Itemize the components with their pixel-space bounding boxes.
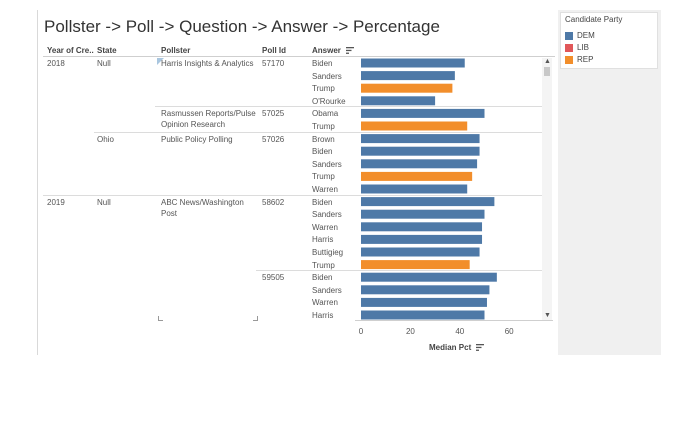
answer-label[interactable]: Warren: [312, 298, 338, 308]
state-label[interactable]: Null: [97, 197, 111, 207]
scrollbar-thumb[interactable]: [544, 67, 550, 76]
answer-label[interactable]: Harris: [312, 311, 334, 320]
bar-dem[interactable]: [361, 184, 468, 194]
answer-label[interactable]: Warren: [312, 222, 338, 232]
answer-label[interactable]: Biden: [312, 273, 333, 283]
answer-label[interactable]: Sanders: [312, 71, 342, 81]
legend-swatch-rep: [565, 55, 573, 64]
pollster-label[interactable]: ABC News/Washington Post: [161, 197, 244, 218]
legend-swatch-lib: [565, 43, 573, 52]
year-label[interactable]: 2018: [47, 59, 65, 68]
poll-id-label[interactable]: 59505: [262, 273, 285, 283]
bar-dem[interactable]: [361, 297, 487, 307]
x-tick-label: 60: [504, 327, 514, 336]
answer-label[interactable]: Sanders: [312, 210, 342, 220]
bar-dem[interactable]: [361, 197, 495, 207]
header-divider: [43, 56, 555, 57]
state-label[interactable]: Null: [97, 59, 111, 68]
bar-dem[interactable]: [361, 71, 455, 81]
bar-dem[interactable]: [361, 272, 497, 282]
legend-item-rep[interactable]: REP: [565, 55, 593, 65]
year-label[interactable]: 2019: [47, 197, 65, 207]
bar-rep[interactable]: [361, 121, 468, 131]
bar-dem[interactable]: [361, 108, 485, 118]
answer-label[interactable]: Obama: [312, 109, 339, 119]
bar-dem[interactable]: [361, 96, 436, 106]
x-tick-label: 40: [455, 327, 465, 336]
worksheet-title: Pollster -> Poll -> Question -> Answer -…: [44, 17, 440, 36]
column-header-state[interactable]: State: [97, 46, 117, 55]
answer-label[interactable]: Sanders: [312, 285, 342, 295]
year-divider: [43, 194, 542, 196]
answer-label[interactable]: Biden: [312, 59, 333, 68]
legend-title: Candidate Party: [565, 15, 623, 24]
bar-dem[interactable]: [361, 209, 485, 219]
pollster-label[interactable]: Harris Insights & Analytics: [161, 59, 254, 68]
legend-label-lib: LIB: [577, 43, 590, 52]
bar-dem[interactable]: [361, 58, 465, 68]
resize-handle-icon[interactable]: [158, 316, 163, 321]
answer-label[interactable]: Sanders: [312, 159, 342, 169]
bar-dem[interactable]: [361, 247, 480, 257]
bar-rep[interactable]: [361, 171, 473, 181]
column-header-poll-id[interactable]: Poll Id: [262, 46, 286, 55]
column-header-pollster[interactable]: Pollster: [161, 46, 191, 55]
poll-id-label[interactable]: 57026: [262, 134, 285, 144]
answer-label[interactable]: Biden: [312, 197, 333, 207]
answer-label[interactable]: O'Rourke: [312, 96, 346, 106]
state-label[interactable]: Ohio: [97, 134, 114, 144]
scroll-up-icon[interactable]: ▲: [544, 58, 551, 65]
bar-dem[interactable]: [361, 285, 490, 295]
answer-label[interactable]: Trump: [312, 84, 335, 94]
x-tick-label: 0: [358, 327, 364, 336]
state-divider: [94, 131, 542, 133]
answer-label[interactable]: Trump: [312, 172, 335, 182]
poll-id-label[interactable]: 57025: [262, 109, 285, 119]
bar-dem[interactable]: [361, 146, 480, 156]
legend-swatch-dem: [565, 31, 573, 40]
answer-label[interactable]: Brown: [312, 134, 335, 144]
column-header-answer[interactable]: Answer: [312, 46, 355, 55]
bar-dem[interactable]: [361, 134, 480, 144]
column-header-year[interactable]: Year of Cre..: [47, 46, 94, 55]
answer-label[interactable]: Biden: [312, 147, 333, 157]
x-axis-title[interactable]: Median Pct: [429, 343, 485, 352]
poll-id-label[interactable]: 58602: [262, 197, 285, 207]
scroll-down-icon[interactable]: ▼: [544, 312, 551, 319]
bar-rep[interactable]: [361, 83, 453, 93]
poll-id-label[interactable]: 57170: [262, 59, 285, 68]
resize-handle-icon[interactable]: [253, 316, 258, 321]
answer-label[interactable]: Harris: [312, 235, 334, 245]
legend-label-rep: REP: [577, 55, 594, 64]
bar-dem[interactable]: [361, 222, 483, 232]
answer-label[interactable]: Trump: [312, 260, 335, 270]
vertical-scrollbar[interactable]: [542, 58, 552, 320]
selection-corner-icon: [157, 58, 164, 65]
answer-label[interactable]: Warren: [312, 185, 338, 194]
bar-rep[interactable]: [361, 260, 470, 270]
view-frame-edge: [37, 10, 38, 355]
answer-label[interactable]: Trump: [312, 122, 335, 131]
bar-dem[interactable]: [361, 159, 478, 169]
bar-dem[interactable]: [361, 310, 485, 320]
poll-divider: [155, 106, 542, 108]
poll-divider: [256, 270, 542, 272]
legend-label-dem: DEM: [577, 31, 595, 40]
legend-card: [560, 12, 658, 69]
x-axis-line: [355, 320, 553, 321]
answer-label[interactable]: Buttigieg: [312, 248, 344, 257]
x-tick-label: 20: [405, 327, 415, 336]
pollster-label[interactable]: Rasmussen Reports/Pulse Opinion Research: [161, 109, 256, 130]
column-header-answer-label: Answer: [312, 46, 341, 55]
legend-item-dem[interactable]: DEM: [565, 31, 595, 41]
x-axis-title-label: Median Pct: [429, 343, 472, 352]
bar-dem[interactable]: [361, 234, 483, 244]
sort-icon[interactable]: [346, 47, 355, 55]
pollster-label[interactable]: Public Policy Polling: [161, 134, 233, 144]
axis-sort-icon[interactable]: [476, 344, 485, 352]
legend-item-lib[interactable]: LIB: [565, 43, 589, 53]
